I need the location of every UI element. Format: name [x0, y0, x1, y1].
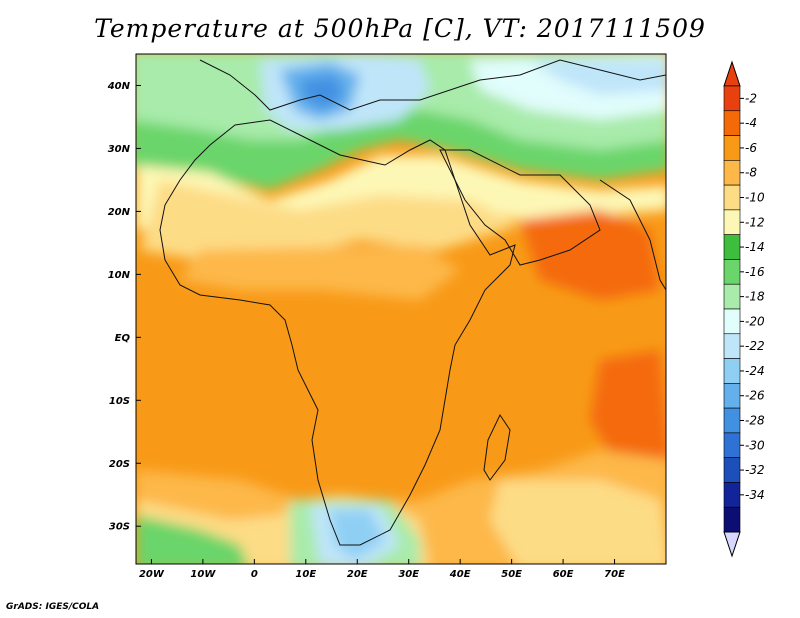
latitude-axis: 40N 30N 20N 10N EQ 10S 20S 30S [107, 81, 141, 533]
colorbar-swatch [723, 506, 741, 533]
colorbar-swatch [723, 308, 741, 335]
lat-tick-label: 10N [108, 270, 131, 281]
lon-tick-label: 70E [604, 569, 625, 580]
lon-tick-label: 20E [347, 569, 368, 580]
colorbar-bottom-arrow [723, 531, 741, 558]
lon-tick-label: 20W [139, 569, 165, 580]
plot-frame [135, 53, 667, 565]
lat-tick-label: EQ [115, 333, 131, 344]
lat-tick-label: 20N [108, 207, 131, 218]
colorbar-swatch [723, 283, 741, 310]
colorbar-swatch [723, 160, 741, 186]
temperature-field [136, 54, 666, 564]
colorbar: -2 -4 -6 -8 -10 -12 -14 -16 -18 -20 -22 -24 -26 -28 -3… [723, 60, 765, 558]
colorbar-label: -10 [745, 191, 765, 205]
colorbar-swatch [723, 457, 741, 483]
colorbar-label: -12 [745, 215, 765, 229]
colorbar-label: -32 [745, 463, 765, 477]
colorbar-swatch [723, 333, 741, 359]
colorbar-label: -28 [745, 414, 765, 428]
colorbar-swatch [723, 234, 741, 260]
colorbar-label: -4 [745, 116, 757, 130]
colorbar-label: -26 [745, 389, 765, 403]
arabia-outline [439, 149, 601, 266]
colorbar-top-arrow [723, 60, 741, 87]
colorbar-swatch [723, 184, 741, 211]
credit-text: GrADS: IGES/COLA [6, 602, 100, 612]
lon-tick-label: 10W [190, 569, 216, 580]
colorbar-label: -24 [745, 364, 765, 378]
colorbar-label: -20 [745, 314, 765, 328]
colorbar-swatch [723, 432, 741, 458]
colorbar-swatch [723, 110, 741, 136]
lat-tick-label: 30S [109, 522, 130, 533]
europe-outline [199, 59, 666, 111]
colorbar-label: -34 [745, 488, 765, 502]
colorbar-swatch [723, 209, 741, 235]
lat-tick-label: 20S [109, 459, 130, 470]
colorbar-swatch [723, 85, 741, 112]
colorbar-label: -2 [745, 91, 757, 105]
lon-tick-label: 40E [449, 569, 471, 580]
longitude-axis: 20W 10W 0 10E 20E 30E 40E 50E 60E 70E [139, 559, 625, 580]
colorbar-label: -30 [745, 438, 765, 452]
colorbar-swatch [723, 259, 741, 285]
map-title: Temperature at 500hPa [C], VT: 201711150… [94, 14, 706, 43]
india-outline [599, 179, 666, 291]
lon-tick-label: 0 [251, 569, 258, 580]
lon-tick-label: 60E [553, 569, 574, 580]
colorbar-label: -8 [745, 166, 757, 180]
colorbar-swatch [723, 407, 741, 434]
lat-tick-label: 40N [107, 81, 131, 92]
colorbar-label: -14 [745, 240, 765, 254]
madagascar-outline [483, 413, 511, 481]
lat-tick-label: 30N [108, 144, 131, 155]
colorbar-swatch [723, 383, 741, 409]
colorbar-label: -22 [745, 339, 765, 353]
colorbar-swatch [723, 482, 741, 508]
colorbar-swatch [723, 135, 741, 161]
lon-tick-label: 50E [501, 569, 522, 580]
lon-tick-label: 10E [295, 569, 316, 580]
lon-tick-label: 30E [398, 569, 419, 580]
coastlines [159, 59, 666, 546]
colorbar-label: -6 [745, 141, 757, 155]
colorbar-swatch [723, 358, 741, 384]
africa-outline [159, 119, 516, 546]
colorbar-label: -16 [745, 265, 765, 279]
colorbar-label: -18 [745, 290, 765, 304]
lat-tick-label: 10S [109, 396, 130, 407]
